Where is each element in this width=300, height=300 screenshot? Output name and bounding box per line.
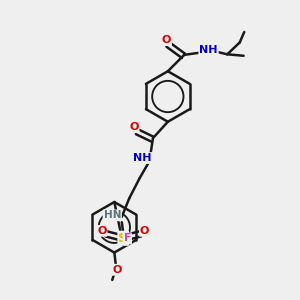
- Text: O: O: [140, 226, 149, 236]
- Text: HN: HN: [103, 210, 121, 220]
- Text: NH: NH: [133, 153, 152, 163]
- Text: NH: NH: [199, 44, 218, 55]
- Text: O: O: [97, 226, 106, 236]
- Text: F: F: [124, 233, 131, 243]
- Text: O: O: [162, 35, 171, 45]
- Text: S: S: [118, 232, 128, 245]
- Text: O: O: [129, 122, 139, 132]
- Text: O: O: [112, 265, 122, 275]
